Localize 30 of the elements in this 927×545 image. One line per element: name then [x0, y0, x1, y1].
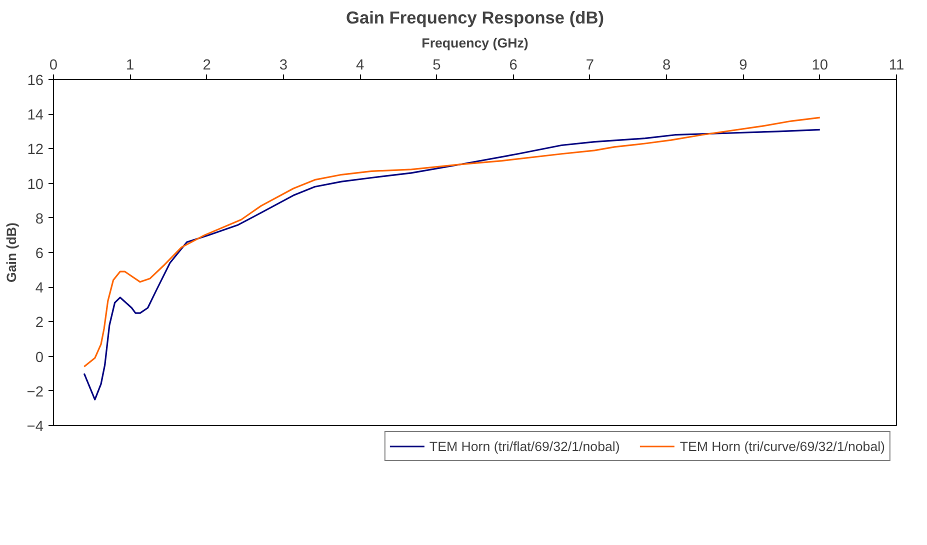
- y-tick-label: 2: [35, 315, 44, 332]
- x-tick-label: 7: [586, 58, 594, 74]
- y-axis-title: Gain (dB): [4, 222, 19, 282]
- y-tick-label: 6: [35, 246, 44, 262]
- x-tick-label: 1: [126, 58, 134, 74]
- chart-title: Gain Frequency Response (dB): [346, 8, 604, 28]
- y-tick-label: 4: [35, 280, 44, 297]
- legend-label: TEM Horn (tri/curve/69/32/1/nobal): [680, 438, 885, 454]
- line-series: [83, 116, 821, 368]
- x-tick-label: 4: [356, 58, 364, 74]
- y-tick-label: 8: [35, 211, 44, 228]
- y-tick-label: 0: [35, 350, 44, 366]
- x-tick-label: 5: [432, 58, 441, 74]
- y-tick-label: 10: [27, 176, 44, 193]
- y-tick-label: −2: [26, 384, 44, 400]
- x-axis-title: Frequency (GHz): [422, 36, 528, 50]
- x-tick-label: 9: [739, 58, 748, 74]
- x-tick-label: 2: [202, 58, 211, 74]
- x-tick-label: 0: [49, 58, 58, 74]
- x-tick-label: 11: [888, 58, 904, 74]
- line-series: [83, 128, 821, 400]
- x-tick-label: 8: [662, 58, 671, 74]
- y-tick-label: 14: [27, 108, 44, 124]
- y-tick-label: −4: [26, 419, 44, 435]
- x-tick-label: 3: [279, 58, 288, 74]
- x-tick-label: 10: [812, 58, 828, 74]
- x-tick-label: 6: [509, 58, 518, 74]
- y-tick-label: 12: [27, 142, 44, 158]
- y-tick-label: 16: [27, 73, 44, 89]
- legend-label: TEM Horn (tri/flat/69/32/1/nobal): [429, 438, 620, 454]
